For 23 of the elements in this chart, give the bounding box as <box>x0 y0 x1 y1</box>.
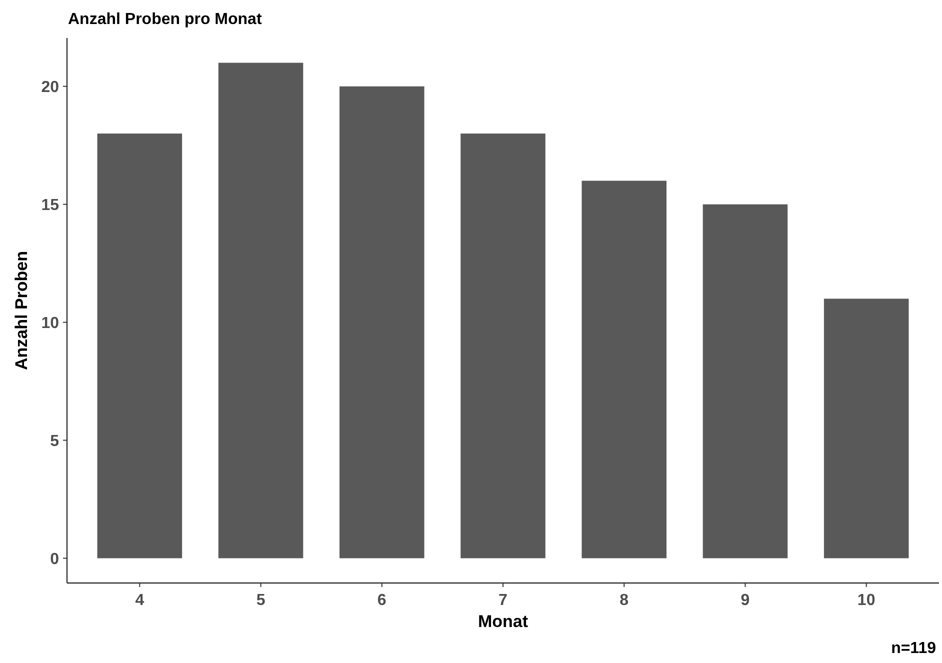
x-tick-label: 7 <box>498 592 508 609</box>
bar <box>340 86 424 558</box>
y-tick-label: 10 <box>41 314 60 332</box>
y-tick-label: 5 <box>50 432 60 450</box>
bar <box>218 62 304 558</box>
x-tick-label: 10 <box>857 592 876 609</box>
bar <box>824 298 909 558</box>
x-axis-title: Monat <box>478 612 528 631</box>
bar <box>702 204 788 558</box>
x-tick-label: 5 <box>256 592 266 609</box>
x-tick-label: 6 <box>377 592 386 609</box>
y-tick-label: 20 <box>41 78 60 96</box>
y-tick-label: 0 <box>50 550 60 568</box>
bar <box>460 134 546 558</box>
bar <box>97 134 182 558</box>
bar <box>582 180 666 558</box>
chart-title: Anzahl Proben pro Monat <box>68 11 262 28</box>
text: n=119 <box>891 640 936 657</box>
x-tick-label: 9 <box>740 592 750 609</box>
y-tick-label: 15 <box>41 196 60 214</box>
y-axis-title: Anzahl Proben <box>12 250 31 370</box>
x-tick-label: 4 <box>135 592 144 609</box>
x-tick-label: 8 <box>620 592 629 609</box>
